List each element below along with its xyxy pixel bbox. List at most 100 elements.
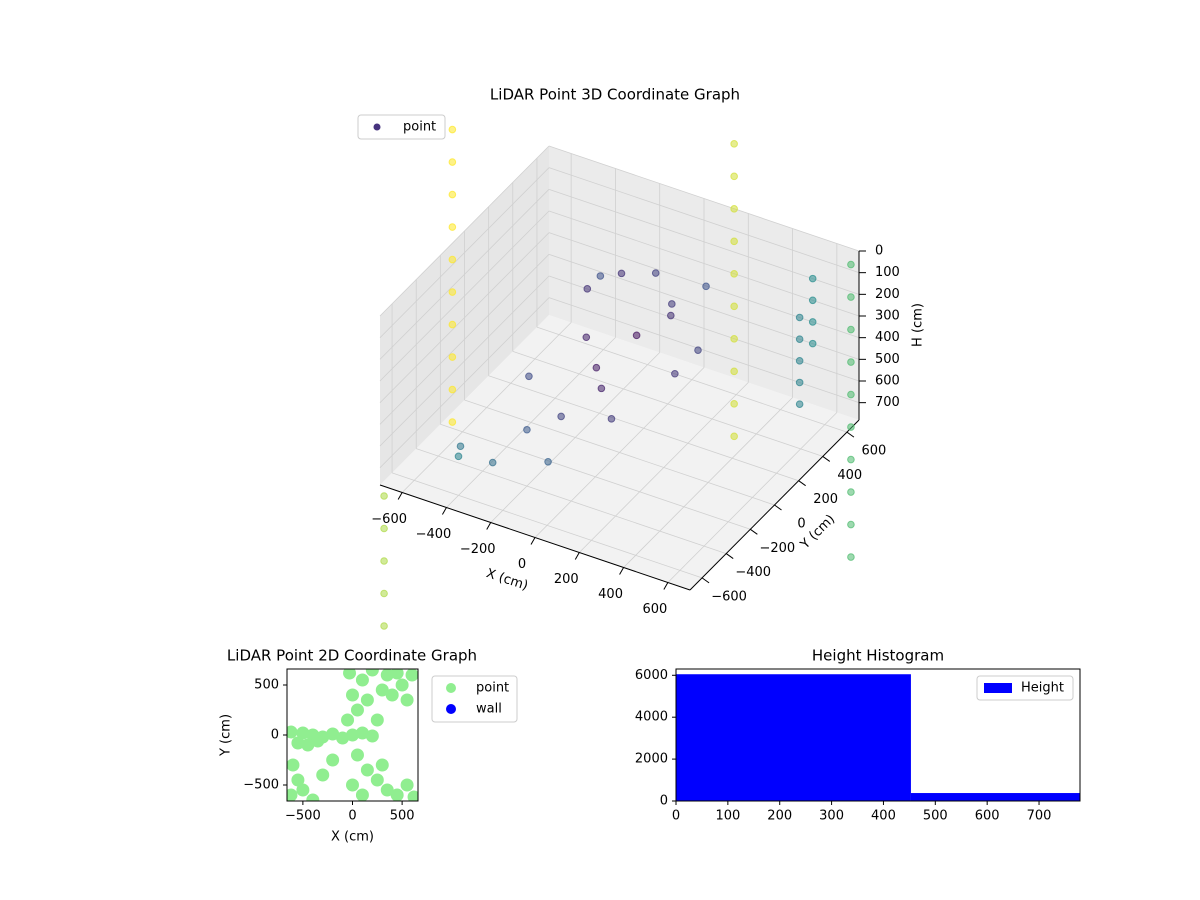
point bbox=[730, 400, 738, 408]
point bbox=[730, 205, 738, 213]
point bbox=[488, 458, 497, 467]
points bbox=[380, 125, 855, 760]
y-tick-label: 0 bbox=[660, 794, 668, 809]
legend-label: wall bbox=[476, 702, 502, 717]
bar bbox=[676, 674, 911, 801]
point bbox=[597, 384, 606, 393]
legend-marker bbox=[446, 704, 456, 714]
point bbox=[385, 688, 399, 702]
x-tick-label: 500 bbox=[390, 809, 415, 824]
point bbox=[448, 255, 457, 264]
grid-line bbox=[512, 351, 823, 457]
x-tick-label: 600 bbox=[642, 602, 667, 617]
point bbox=[346, 688, 359, 702]
grid-line bbox=[440, 423, 751, 530]
point bbox=[350, 748, 364, 762]
y-tick-label: 600 bbox=[862, 444, 887, 459]
point bbox=[365, 669, 379, 677]
y-tick-label: −600 bbox=[711, 589, 747, 604]
point bbox=[291, 773, 305, 787]
z-tick-label: 600 bbox=[875, 374, 900, 389]
grid-line bbox=[379, 275, 550, 447]
z-tick-label: 0 bbox=[875, 244, 883, 259]
point bbox=[795, 313, 804, 322]
point bbox=[390, 669, 404, 680]
tick-mark bbox=[663, 582, 669, 590]
grid-line bbox=[416, 448, 727, 554]
point bbox=[365, 729, 379, 743]
point bbox=[380, 669, 394, 682]
legend-label: point bbox=[403, 120, 436, 135]
point bbox=[730, 140, 738, 148]
point bbox=[582, 333, 591, 342]
point bbox=[448, 125, 457, 134]
point bbox=[847, 488, 855, 496]
point bbox=[456, 442, 465, 451]
point bbox=[448, 418, 457, 426]
point bbox=[355, 726, 369, 740]
point bbox=[617, 269, 626, 278]
point bbox=[326, 753, 340, 767]
x-tick-label: −400 bbox=[416, 527, 452, 542]
point bbox=[326, 727, 340, 741]
x-tick-label: 200 bbox=[554, 572, 579, 587]
point bbox=[375, 758, 389, 772]
chart-title: LiDAR Point 3D Coordinate Graph bbox=[490, 86, 740, 104]
y-tick-label: 6000 bbox=[635, 668, 668, 683]
x-tick-label: 400 bbox=[871, 809, 896, 824]
point bbox=[380, 524, 388, 533]
point bbox=[795, 378, 804, 387]
tick-mark bbox=[822, 456, 831, 462]
point bbox=[651, 269, 660, 277]
grid-line bbox=[548, 188, 860, 295]
point bbox=[405, 669, 418, 682]
z-tick-label: 100 bbox=[875, 265, 900, 280]
plot-frame bbox=[675, 668, 1081, 802]
point bbox=[847, 553, 855, 561]
point bbox=[380, 783, 394, 797]
x-tick-label: 600 bbox=[975, 809, 1000, 824]
x-axis-label: X (cm) bbox=[331, 830, 374, 845]
point bbox=[847, 260, 855, 269]
point bbox=[346, 778, 359, 792]
y-axis-label: Y (cm) bbox=[219, 714, 234, 757]
y-axis-line bbox=[689, 419, 860, 591]
point bbox=[448, 288, 457, 296]
tick-mark bbox=[574, 552, 580, 560]
x-tick-label: −600 bbox=[371, 512, 407, 527]
x-tick-label: 400 bbox=[598, 587, 623, 602]
y-tick-label: 4000 bbox=[635, 710, 668, 725]
x-tick-label: −200 bbox=[460, 542, 496, 557]
point bbox=[360, 693, 374, 707]
point bbox=[381, 753, 388, 760]
point bbox=[355, 788, 369, 801]
point bbox=[730, 335, 738, 343]
point bbox=[730, 237, 738, 246]
bar bbox=[910, 793, 1080, 801]
legend-marker bbox=[373, 123, 381, 131]
y-tick-label: 200 bbox=[813, 492, 838, 507]
legend-box bbox=[357, 114, 446, 140]
point bbox=[346, 728, 359, 742]
grid-line bbox=[379, 254, 550, 425]
point bbox=[448, 320, 457, 329]
x-tick-label: −500 bbox=[285, 809, 321, 824]
point bbox=[795, 335, 804, 343]
point bbox=[380, 557, 388, 565]
point bbox=[296, 726, 310, 740]
point bbox=[847, 455, 855, 464]
point bbox=[667, 311, 675, 320]
point bbox=[448, 158, 457, 166]
point bbox=[287, 725, 298, 739]
tick-mark bbox=[798, 480, 806, 487]
point bbox=[702, 282, 710, 291]
point bbox=[301, 738, 315, 752]
point bbox=[375, 683, 389, 697]
point bbox=[395, 678, 409, 692]
point bbox=[360, 763, 374, 777]
z-tick-label: 200 bbox=[875, 287, 900, 302]
grid-line bbox=[379, 167, 550, 338]
point bbox=[380, 589, 388, 598]
